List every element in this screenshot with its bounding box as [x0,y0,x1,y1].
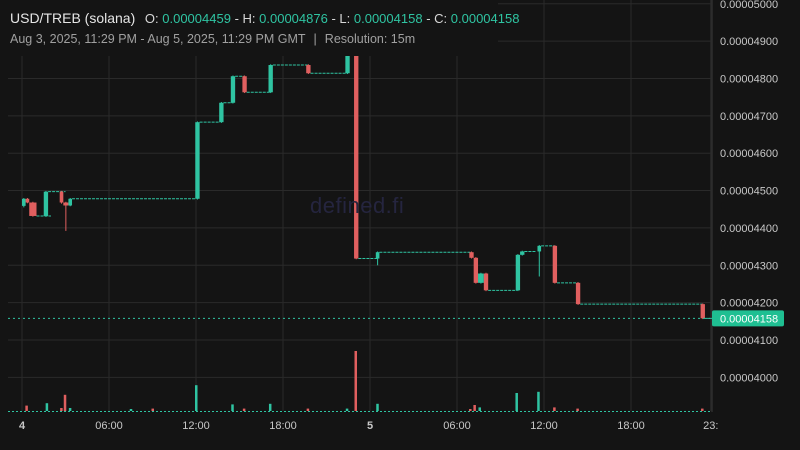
watermark: defined.fi [310,193,405,218]
x-tick-label: 12:00 [530,420,558,432]
y-tick-label: 0.00004900 [720,36,778,48]
high-label: H: [242,11,256,26]
volume-bar [553,407,556,411]
open-value: 0.00004459 [162,11,231,26]
candle-body [242,76,247,93]
volume-bar [242,408,246,411]
pair-name: USD/TREB (solana) [10,10,136,26]
candle-body [59,191,64,203]
y-tick-label: 0.00004000 [720,372,778,384]
candle-body [515,254,521,291]
candle-body [537,245,542,252]
candle-body [219,102,224,123]
y-tick-label: 0.00004500 [720,186,778,198]
candle-body [22,198,26,206]
volume-bar [576,408,579,411]
low-value: 0.00004158 [353,11,423,26]
candle-body [520,251,525,255]
candle-body [354,50,359,259]
candle-body [473,257,479,283]
x-tick-label: 06:00 [95,420,123,432]
x-tick-label: 12:00 [182,420,210,432]
volume-bar [469,409,472,411]
candle-body [43,191,49,216]
candle-body [25,198,30,203]
range-separator: | [313,32,317,46]
close-value: 0.00004158 [450,11,520,26]
candle-body [306,65,311,74]
high-value: 0.00004876 [259,11,328,26]
candle-body [375,252,380,259]
volume-bar [63,394,67,411]
candle-body [29,202,37,216]
candle-body [230,76,236,103]
y-tick-label: 0.00004800 [720,73,778,85]
last-price-tag [712,310,784,327]
volume-bar [376,403,379,411]
last-price-label: 0.00004158 [720,313,778,325]
volume-bar [195,385,198,411]
close-label: C: [434,11,448,26]
open-label: O: [144,11,159,26]
volume-bar [701,408,704,411]
x-tick-label: 23: [703,420,718,432]
y-tick-label: 0.00005000 [720,0,778,11]
y-tick-label: 0.00004600 [720,148,778,160]
y-tick-label: 0.00004100 [720,335,778,347]
candle-body [478,273,484,283]
volume-bar [473,405,476,411]
candle-body [469,252,474,258]
volume-bar [60,408,63,411]
volume-bar [306,408,310,411]
volume-bar [537,391,540,411]
candle-body [268,65,273,93]
candle-body [575,282,581,305]
volume-bar [45,403,49,411]
y-tick-label: 0.00004700 [720,111,778,123]
x-tick-label: 18:00 [617,420,645,432]
dash-sep: - [234,11,243,26]
candle-body [552,245,558,283]
volume-bar [151,408,154,411]
y-tick-label: 0.00004200 [720,298,778,310]
legend-range-line: Aug 3, 2025, 11:29 PM - Aug 5, 2025, 11:… [10,32,498,46]
x-tick-label: 5 [367,420,373,432]
date-range: Aug 3, 2025, 11:29 PM - Aug 5, 2025, 11:… [10,32,306,46]
y-tick-label: 0.00004400 [720,223,778,235]
volume-bar [231,404,234,411]
volume-bar [268,403,272,411]
volume-bar [345,408,349,411]
chart-legend: USD/TREB (solana) O: 0.00004459 - H: 0.0… [0,0,519,56]
volume-bar [129,409,133,411]
volume-bar [354,351,357,411]
y-tick-label: 0.00004300 [720,260,778,272]
volume-bar [25,405,28,411]
volume-bar [515,393,518,411]
candle-body [700,304,705,319]
dash-sep: - [331,11,340,26]
volume-bar [478,407,481,411]
x-tick-label: 18:00 [269,420,297,432]
legend-ohlc-line: USD/TREB (solana) O: 0.00004459 - H: 0.0… [10,10,519,26]
x-tick-label: 4 [19,420,26,432]
dash-sep: - [426,11,435,26]
x-tick-label: 06:00 [443,420,471,432]
low-label: L: [339,11,351,26]
volume-bar [68,408,72,411]
resolution: Resolution: 15m [324,32,416,46]
candle-body [63,202,69,206]
candle-body [345,50,350,74]
candle-body [483,273,489,291]
candle-body [68,198,73,206]
candle-body [195,122,200,199]
